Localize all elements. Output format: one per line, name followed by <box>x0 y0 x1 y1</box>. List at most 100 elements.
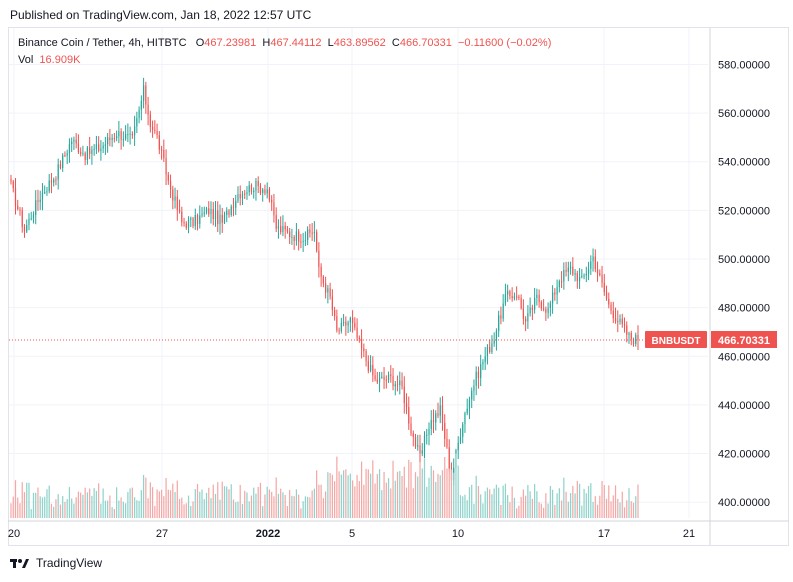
candle-body <box>626 325 628 335</box>
change-value: −0.11600 (−0.02%) <box>458 37 552 49</box>
candle-body <box>113 138 115 140</box>
volume-bar <box>300 508 302 518</box>
volume-bar <box>118 500 120 518</box>
volume-bar <box>327 472 329 518</box>
y-tick-label: 560.00000 <box>718 108 770 120</box>
candle-body <box>228 210 230 215</box>
volume-bar <box>450 469 453 518</box>
volume-bar <box>360 461 363 518</box>
volume-bar <box>401 475 403 518</box>
candle-body <box>336 316 338 331</box>
candle-body <box>560 281 563 283</box>
candle-body <box>349 317 351 323</box>
footer-branding: TradingView <box>10 556 102 570</box>
volume-bar <box>590 483 592 518</box>
candle-body <box>590 261 592 269</box>
volume-bar <box>89 488 91 518</box>
candle-body <box>203 212 205 214</box>
candle-body <box>21 210 23 227</box>
volume-bar <box>385 482 387 518</box>
candle-body <box>441 405 444 423</box>
candle-body <box>367 361 369 371</box>
candle-body <box>405 403 408 408</box>
volume-bar <box>203 499 205 518</box>
candle-body <box>19 209 21 211</box>
candle-body <box>275 215 277 229</box>
candle-body <box>163 149 165 159</box>
candle-body <box>230 206 232 215</box>
volume-bar <box>581 505 583 518</box>
candle-body <box>601 275 603 283</box>
volume-bar <box>82 494 84 518</box>
volume-bar <box>53 506 55 518</box>
volume-bar <box>104 500 107 518</box>
candle-body <box>475 371 477 386</box>
volume-bar <box>392 460 394 518</box>
candle-body <box>567 267 569 272</box>
volume-bar <box>502 485 504 518</box>
volume-bar <box>441 470 444 518</box>
volume-bar <box>41 497 44 518</box>
candle-body <box>605 292 608 299</box>
volume-bar <box>419 462 421 518</box>
candle-body <box>457 442 459 451</box>
volume-bar <box>331 474 333 518</box>
volume-bar <box>522 489 525 518</box>
volume-bar <box>282 492 284 518</box>
candle-body <box>304 240 307 242</box>
footer-brand-text: TradingView <box>36 556 103 570</box>
volume-bar <box>291 495 293 518</box>
volume-bar <box>635 496 637 518</box>
candle-body <box>257 180 259 186</box>
candle-body <box>376 379 378 383</box>
candle-body <box>547 307 549 313</box>
candle-body <box>525 318 527 322</box>
volume-bar <box>466 500 468 518</box>
volume-bar <box>133 497 136 518</box>
candle-body <box>459 436 462 443</box>
volume-bar <box>628 488 630 518</box>
volume-bar <box>336 456 338 518</box>
volume-bar <box>358 481 360 518</box>
volume-bar <box>46 489 48 518</box>
candle-body <box>210 208 212 215</box>
volume-bar <box>585 493 587 518</box>
candle-body <box>57 164 59 180</box>
candle-body <box>569 266 572 268</box>
volume-bar <box>363 484 365 518</box>
volume-bar <box>174 491 176 518</box>
volume-bar <box>35 492 37 518</box>
volume-bar <box>558 488 560 518</box>
volume-bar <box>237 501 239 518</box>
volume-bar <box>154 505 156 518</box>
volume-bar <box>632 502 635 518</box>
candle-body <box>55 179 57 181</box>
volume-bar <box>383 471 385 518</box>
volume-bar <box>111 507 113 518</box>
candle-body <box>169 180 172 190</box>
candle-body <box>174 196 176 201</box>
volume-bar <box>167 489 169 518</box>
volume-bar <box>248 501 250 518</box>
candle-body <box>93 149 95 151</box>
volume-bar <box>369 473 372 518</box>
volume-bar <box>23 492 26 518</box>
volume-bar <box>623 507 626 518</box>
candle-body <box>192 218 194 227</box>
volume-bar <box>113 509 115 518</box>
volume-bar <box>426 486 428 518</box>
volume-bar <box>372 460 374 518</box>
candle-body <box>549 303 551 308</box>
candle-body <box>513 296 516 299</box>
volume-bar <box>109 495 111 518</box>
candle-body <box>369 365 372 371</box>
candle-body <box>635 335 637 345</box>
candle-body <box>612 310 614 319</box>
y-tick-label: 440.00000 <box>718 400 770 412</box>
candle-body <box>466 408 468 414</box>
volume-bar <box>367 469 369 518</box>
volume-bar <box>183 504 185 518</box>
candle-body <box>630 333 632 339</box>
candle-body <box>565 270 567 272</box>
